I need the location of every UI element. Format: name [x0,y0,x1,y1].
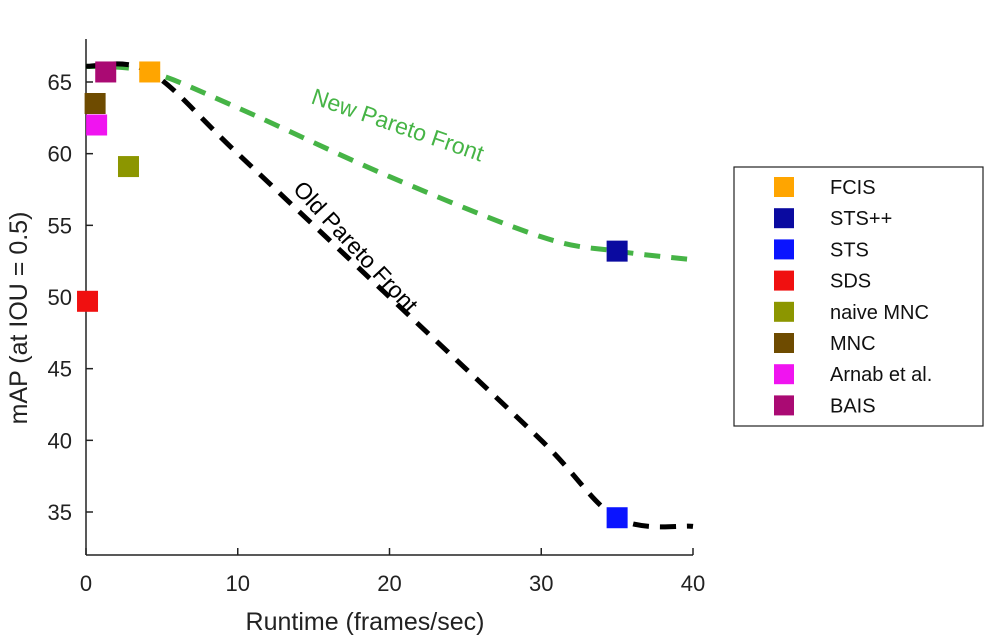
legend-swatch-arnab-et-al [774,364,794,385]
legend-swatch-fcis [774,177,794,197]
legend-label-mnc: MNC [830,333,876,355]
x-tick-label: 10 [226,571,250,596]
y-tick-label: 60 [48,142,72,167]
legend-label-sds: SDS [830,271,871,293]
legend-box [733,166,984,427]
x-ticks: 0 10 20 30 40 [80,548,705,596]
legend-label-sts: STS++ [830,208,892,230]
legend-label-sts: STS [830,239,869,261]
point-arnab-et-al [86,114,108,136]
legend-swatch-bais [774,395,794,416]
x-tick-label: 0 [80,571,92,596]
y-tick-label: 40 [48,428,72,453]
legend: FCIS STS++ STS SDS naive MNC MNC Arnab et al. B… [733,166,984,427]
x-tick-label: 20 [377,571,401,596]
new-pareto-front-label: New Pareto Front [308,83,487,166]
legend-label-arnab-et-al: Arnab et al. [830,364,932,386]
x-tick-label: 40 [681,571,705,596]
legend-swatch-sds [774,270,794,291]
old-pareto-front-label: Old Pareto Front [288,176,423,319]
legend-label-fcis: FCIS [830,177,876,199]
legend-swatch-sts [774,239,794,260]
legend-label-naive-mnc: naive MNC [830,302,929,324]
legend-items: FCIS STS++ STS SDS naive MNC MNC Arnab et al. B… [774,177,932,417]
pareto-fronts: New Pareto Front Old Pareto Front [85,61,694,530]
y-tick-label: 65 [48,70,72,95]
y-tick-label: 55 [48,213,72,238]
x-axis-label: Runtime (frames/sec) [246,608,485,636]
point-bais [95,61,117,83]
y-tick-label: 35 [48,500,72,525]
y-axis-label: mAP (at IOU = 0.5) [5,212,33,425]
new-pareto-front-line [85,63,694,263]
legend-swatch-sts [774,208,794,229]
y-ticks: 35 40 45 50 55 60 65 [48,70,93,525]
point-naive-mnc [117,156,139,178]
point-mnc [84,93,106,114]
y-tick-label: 50 [48,285,72,310]
legend-swatch-naive-mnc [774,301,794,322]
y-tick-label: 45 [48,357,72,382]
data-points [77,61,628,529]
point-sts [606,507,628,529]
x-tick-label: 30 [529,571,553,596]
legend-label-bais: BAIS [830,395,876,417]
point-sds [77,290,99,312]
legend-swatch-mnc [774,333,794,353]
point-sts [606,240,628,262]
point-fcis [139,61,161,83]
